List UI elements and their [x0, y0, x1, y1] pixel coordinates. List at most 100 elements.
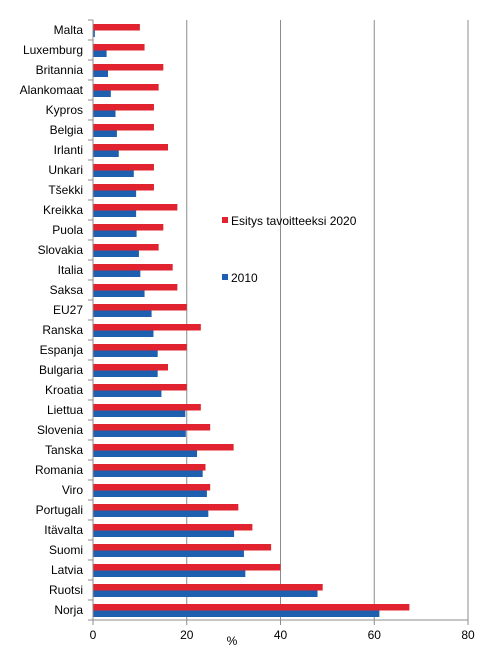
category-label: Suomi: [49, 543, 83, 557]
bar-target-2020: [93, 444, 234, 451]
legend-swatch-target-2020: [222, 217, 228, 223]
bar-target-2020: [93, 604, 410, 611]
category-label: Bulgaria: [39, 363, 83, 377]
category-label: Alankomaat: [20, 83, 84, 97]
category-label: Ranska: [42, 323, 83, 337]
bar-target-2020: [93, 204, 178, 211]
bar-target-2020: [93, 544, 272, 551]
bar-2010: [93, 150, 119, 157]
bar-target-2020: [93, 504, 239, 511]
bar-target-2020: [93, 124, 154, 131]
bar-2010: [93, 370, 158, 377]
bar-target-2020: [93, 424, 211, 431]
bar-target-2020: [93, 344, 187, 351]
bar-target-2020: [93, 244, 159, 251]
x-tick-label: 60: [368, 628, 382, 642]
category-label: Itävalta: [44, 523, 83, 537]
legend-label-target-2020: Esitys tavoitteeksi 2020: [231, 214, 357, 228]
bar-target-2020: [93, 284, 178, 291]
bar-2010: [93, 190, 137, 197]
axes: [88, 19, 469, 625]
legend-swatch-2010: [222, 274, 228, 280]
bar-2010: [93, 470, 203, 477]
bar-target-2020: [93, 364, 168, 371]
bar-2010: [93, 430, 186, 437]
bar-target-2020: [93, 324, 201, 331]
category-labels: Malta Luxemburg Britannia Alankomaat Kypros B…: [20, 23, 84, 617]
bar-2010: [93, 490, 207, 497]
bar-target-2020: [93, 304, 187, 311]
category-label: Slovenia: [37, 423, 83, 437]
category-label: Luxemburg: [23, 43, 83, 57]
x-tick-label: 80: [461, 628, 475, 642]
bar-2010: [93, 30, 95, 37]
bar-2010: [93, 610, 380, 617]
bar-2010: [93, 590, 318, 597]
category-label: Romania: [35, 463, 83, 477]
category-label: Slovakia: [38, 243, 84, 257]
bar-target-2020: [93, 384, 187, 391]
legend: Esitys tavoitteeksi 2020 2010: [222, 214, 357, 285]
bar-target-2020: [93, 24, 140, 31]
gridlines: [186, 20, 469, 620]
bar-2010: [93, 390, 162, 397]
x-tick-label: 0: [90, 628, 97, 642]
category-label: Saksa: [50, 283, 84, 297]
x-tick-label: 20: [180, 628, 194, 642]
bar-2010: [93, 210, 137, 217]
bar-2010: [93, 50, 107, 57]
bar-2010: [93, 70, 108, 77]
bar-2010: [93, 410, 186, 417]
category-label: Unkari: [48, 163, 83, 177]
category-label: Irlanti: [54, 143, 83, 157]
bar-target-2020: [93, 224, 164, 231]
bar-2010: [93, 510, 209, 517]
bar-2010: [93, 290, 145, 297]
category-label: Kreikka: [43, 203, 83, 217]
category-label: Liettua: [47, 403, 83, 417]
bar-2010: [93, 170, 134, 177]
category-label: Norja: [54, 603, 83, 617]
category-label: Puola: [52, 223, 83, 237]
bar-target-2020: [93, 524, 253, 531]
bar-target-2020: [93, 264, 173, 271]
category-label: Ruotsi: [49, 583, 83, 597]
category-label: Viro: [62, 483, 83, 497]
category-label: EU27: [53, 303, 83, 317]
bar-2010: [93, 450, 198, 457]
bar-2010: [93, 130, 117, 137]
bar-2010: [93, 310, 152, 317]
bar-target-2020: [93, 584, 323, 591]
bar-target-2020: [93, 64, 164, 71]
bar-2010: [93, 530, 235, 537]
bar-target-2020: [93, 104, 154, 111]
bar-target-2020: [93, 564, 281, 571]
category-label: Italia: [58, 263, 84, 277]
bar-target-2020: [93, 464, 206, 471]
bar-2010: [93, 90, 111, 97]
x-tick-labels: 0 20 40 60 80: [90, 628, 475, 642]
category-label: Belgia: [50, 123, 84, 137]
bar-2010: [93, 270, 141, 277]
bar-2010: [93, 230, 137, 237]
category-label: Tanska: [45, 443, 83, 457]
category-label: Malta: [54, 23, 84, 37]
bar-2010: [93, 550, 244, 557]
bar-target-2020: [93, 484, 211, 491]
bar-2010: [93, 330, 154, 337]
category-label: Espanja: [40, 343, 84, 357]
bar-target-2020: [93, 404, 201, 411]
bar-2010: [93, 570, 246, 577]
bar-target-2020: [93, 44, 145, 51]
category-label: Kroatia: [45, 383, 83, 397]
bar-2010: [93, 350, 158, 357]
bar-target-2020: [93, 184, 154, 191]
category-label: Britannia: [36, 63, 84, 77]
category-label: Kypros: [46, 103, 83, 117]
x-tick-label: 40: [274, 628, 288, 642]
bar-target-2020: [93, 144, 168, 151]
x-axis-label: %: [227, 634, 238, 648]
category-label: Latvia: [51, 563, 83, 577]
bar-target-2020: [93, 84, 159, 91]
